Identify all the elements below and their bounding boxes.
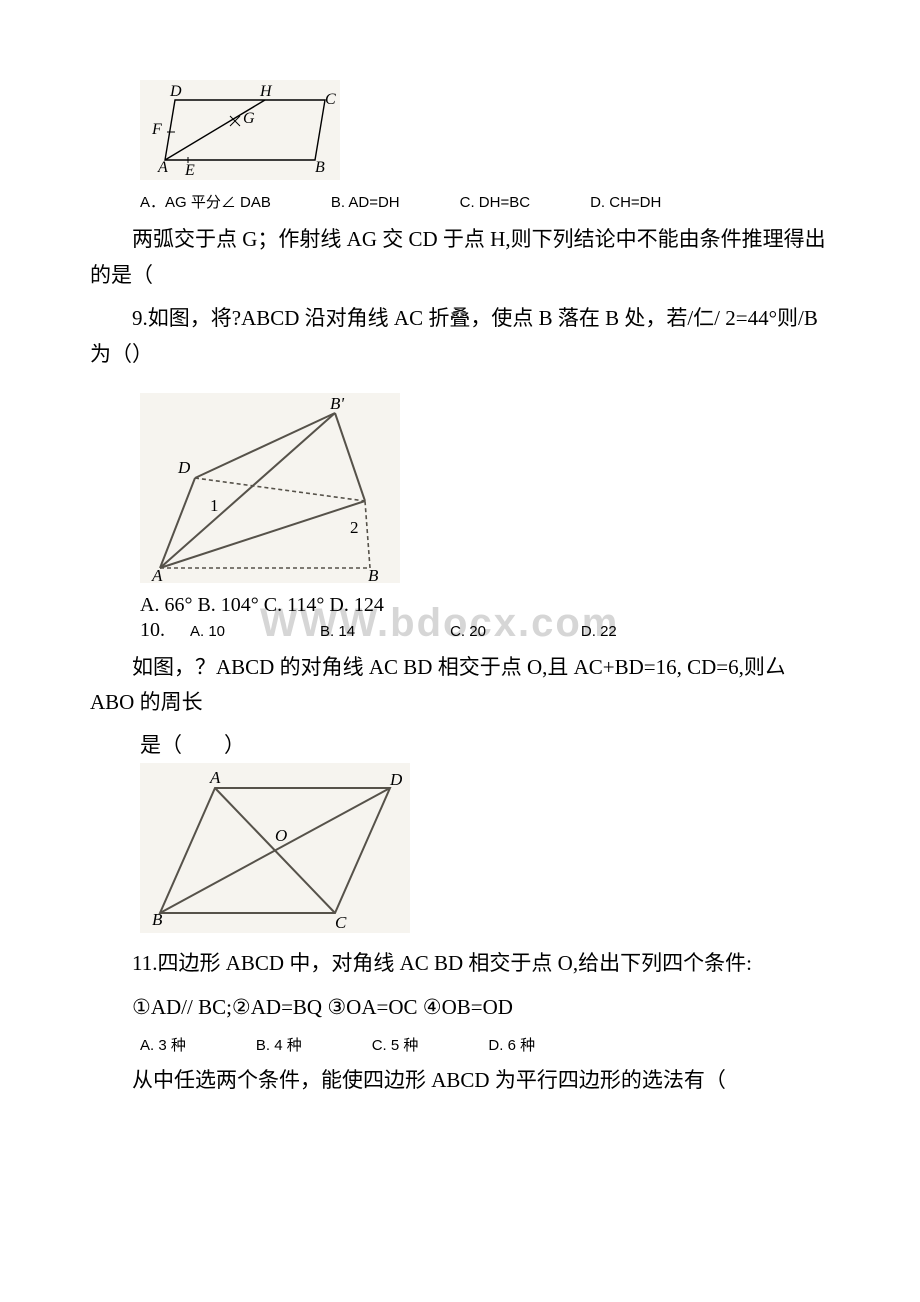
figure-q9: B' D A B 1 2: [140, 393, 830, 588]
q8-opt-a: A．AG 平分∠ DAB: [140, 191, 271, 212]
label-2: 2: [350, 518, 359, 537]
q10-opt-a: A. 10: [190, 623, 225, 640]
label-C: C: [325, 91, 336, 108]
q9-diagram: B' D A B 1 2: [140, 393, 400, 583]
figure-q10: A D B C O: [140, 763, 830, 938]
label-A: A: [157, 159, 168, 176]
q10-opt-d: D. 22: [581, 623, 617, 640]
q10-diagram: A D B C O: [140, 763, 410, 933]
q11-opt-c: C. 5 种: [372, 1034, 419, 1055]
label-D3: D: [389, 770, 403, 789]
label-C3: C: [335, 913, 347, 932]
label-B2: B: [368, 566, 379, 583]
q10-option-row: 10. A. 10 B. 14 C. 20 D. 22 WWW.bdocx.co…: [140, 619, 830, 642]
q10-is-row: 是（ ）: [140, 729, 830, 759]
label-D: D: [169, 83, 182, 100]
label-B: B: [315, 159, 325, 176]
label-O3: O: [275, 826, 287, 845]
label-1: 1: [210, 496, 219, 515]
label-D2: D: [177, 458, 191, 477]
q8-stem: 两弧交于点 G；作射线 AG 交 CD 于点 H,则下列结论中不能由条件推理得出…: [90, 222, 830, 293]
q10-prefix: 10.: [140, 619, 165, 642]
q10-is: 是（ ）: [140, 733, 245, 757]
q10-stem: 如图，？ABCD 的对角线 AC BD 相交于点 O,且 AC+BD=16, C…: [90, 650, 830, 721]
figure-q8: D H C F G A E B: [140, 80, 830, 185]
q11-opt-a: A. 3 种: [140, 1034, 186, 1055]
q8-opt-c: C. DH=BC: [460, 194, 530, 211]
q11-tail: 从中任选两个条件，能使四边形 ABCD 为平行四边形的选法有（: [90, 1063, 830, 1099]
q8-option-row: A．AG 平分∠ DAB B. AD=DH C. DH=BC D. CH=DH: [140, 191, 830, 212]
q11-stem: 11.四边形 ABCD 中，对角线 AC BD 相交于点 O,给出下列四个条件:: [90, 946, 830, 982]
q9-stem: 9.如图，将?ABCD 沿对角线 AC 折叠，使点 B 落在 B 处，若/仁/ …: [90, 301, 830, 372]
q10-opt-b: B. 14: [320, 623, 355, 640]
q11-opt-b: B. 4 种: [256, 1034, 302, 1055]
q11-option-row: A. 3 种 B. 4 种 C. 5 种 D. 6 种: [140, 1034, 830, 1055]
label-B3: B: [152, 910, 163, 929]
q8-diagram: D H C F G A E B: [140, 80, 340, 180]
label-G: G: [243, 110, 255, 127]
label-H: H: [259, 83, 273, 100]
q10-opt-c: C. 20: [450, 623, 486, 640]
label-F: F: [151, 121, 162, 138]
q8-opt-d: D. CH=DH: [590, 194, 661, 211]
label-E: E: [184, 162, 195, 179]
q11-opt-d: D. 6 种: [488, 1034, 535, 1055]
label-A2: A: [151, 566, 163, 583]
page: D H C F G A E B A．AG 平分∠ DAB B. AD=DH C.…: [0, 0, 920, 1166]
q9-answers: A. 66° B. 104° C. 114° D. 124: [140, 594, 830, 617]
label-Bprime: B': [330, 394, 344, 413]
label-A3: A: [209, 768, 221, 787]
q11-conditions: ①AD// BC;②AD=BQ ③OA=OC ④OB=OD: [90, 990, 830, 1026]
q8-opt-b: B. AD=DH: [331, 194, 400, 211]
